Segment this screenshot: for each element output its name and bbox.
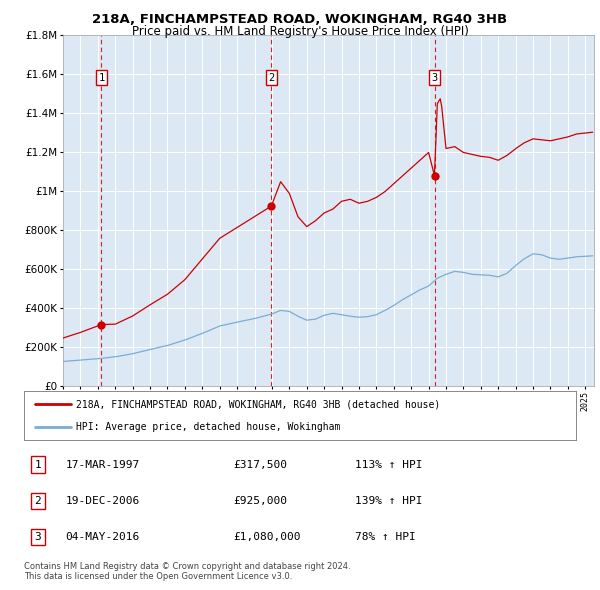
Text: £925,000: £925,000: [234, 496, 288, 506]
Text: 17-MAR-1997: 17-MAR-1997: [65, 460, 140, 470]
Text: 3: 3: [34, 532, 41, 542]
Text: This data is licensed under the Open Government Licence v3.0.: This data is licensed under the Open Gov…: [24, 572, 292, 581]
Text: 1: 1: [34, 460, 41, 470]
Text: 113% ↑ HPI: 113% ↑ HPI: [355, 460, 422, 470]
Text: HPI: Average price, detached house, Wokingham: HPI: Average price, detached house, Woki…: [76, 422, 341, 432]
Text: 1: 1: [98, 73, 104, 83]
Text: 139% ↑ HPI: 139% ↑ HPI: [355, 496, 422, 506]
Text: £317,500: £317,500: [234, 460, 288, 470]
Text: 2: 2: [268, 73, 275, 83]
Text: 19-DEC-2006: 19-DEC-2006: [65, 496, 140, 506]
Text: 218A, FINCHAMPSTEAD ROAD, WOKINGHAM, RG40 3HB (detached house): 218A, FINCHAMPSTEAD ROAD, WOKINGHAM, RG4…: [76, 399, 440, 409]
Text: Contains HM Land Registry data © Crown copyright and database right 2024.: Contains HM Land Registry data © Crown c…: [24, 562, 350, 571]
Text: £1,080,000: £1,080,000: [234, 532, 301, 542]
Text: 218A, FINCHAMPSTEAD ROAD, WOKINGHAM, RG40 3HB: 218A, FINCHAMPSTEAD ROAD, WOKINGHAM, RG4…: [92, 13, 508, 26]
Text: Price paid vs. HM Land Registry's House Price Index (HPI): Price paid vs. HM Land Registry's House …: [131, 25, 469, 38]
Text: 78% ↑ HPI: 78% ↑ HPI: [355, 532, 416, 542]
Text: 04-MAY-2016: 04-MAY-2016: [65, 532, 140, 542]
Text: 2: 2: [34, 496, 41, 506]
Text: 3: 3: [431, 73, 437, 83]
